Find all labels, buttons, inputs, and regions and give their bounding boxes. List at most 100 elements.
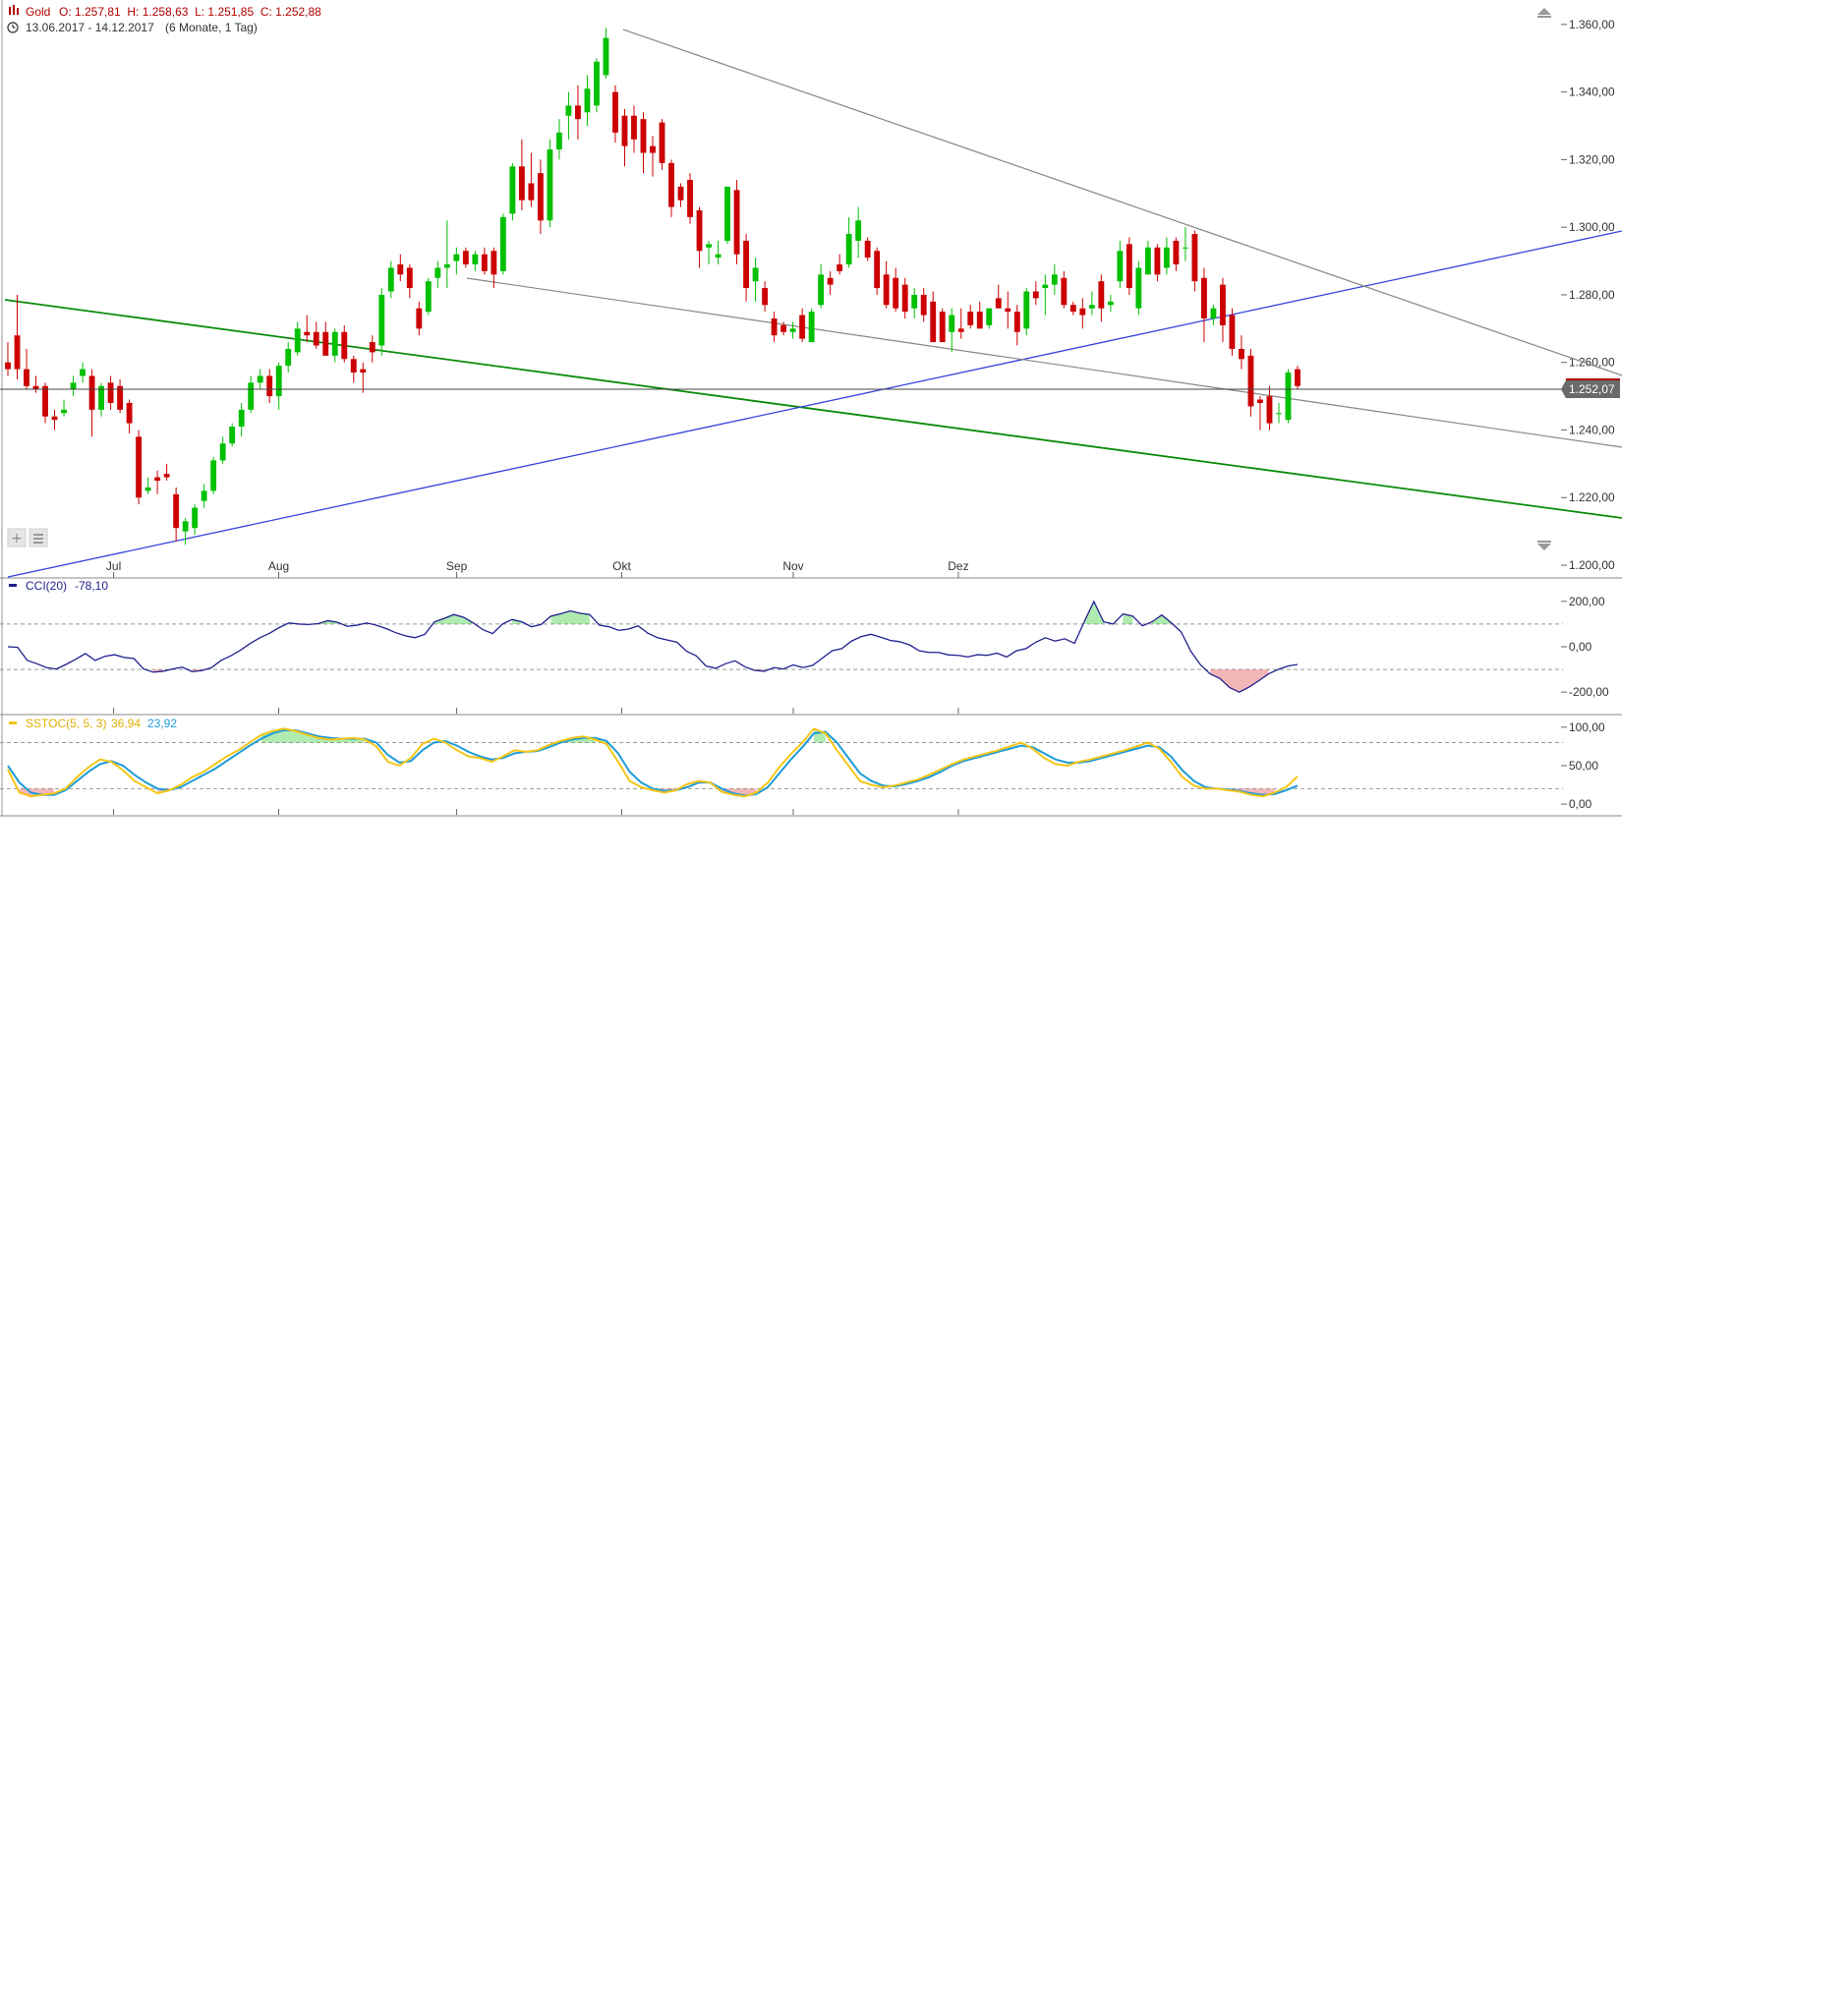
plus-icon: + (11, 531, 23, 546)
candle (126, 399, 133, 433)
candle (238, 402, 245, 437)
candle (1210, 305, 1217, 325)
price-y-axis: 1.200,00 1.220,00 1.240,00 1.260,00 1.280,00… (1569, 18, 1615, 572)
candle (1191, 230, 1198, 292)
candle (154, 470, 161, 494)
sstoc-k-line (7, 727, 1299, 798)
candles (5, 28, 1300, 546)
candle (1154, 244, 1161, 282)
candle (481, 247, 488, 275)
candle (136, 430, 143, 505)
candle (696, 206, 703, 268)
candle (780, 321, 787, 336)
candle (275, 362, 282, 410)
candle (1239, 335, 1244, 370)
candle (874, 247, 881, 295)
candle (995, 284, 1002, 309)
candle (901, 277, 908, 319)
candle (864, 237, 871, 261)
candle (612, 85, 618, 144)
scroll-down-icon[interactable] (1537, 544, 1551, 550)
candle (173, 487, 180, 542)
chart-header: Gold O: 1.257,81 H: 1.258,63 L: 1.251,85… (7, 5, 321, 34)
candle (640, 112, 647, 174)
candle (827, 270, 834, 295)
candle (967, 305, 974, 329)
scroll-up-bar (1537, 16, 1551, 18)
sstoc-k-value: 36,94 (111, 717, 141, 730)
candle (1182, 227, 1188, 261)
candle (331, 328, 338, 363)
candle (893, 267, 899, 313)
candle (1276, 402, 1282, 424)
candle (387, 260, 394, 299)
candle (706, 240, 712, 264)
candle (603, 28, 609, 79)
candle (1061, 270, 1068, 309)
date-range: 13.06.2017 - 14.12.2017 (26, 21, 154, 34)
candle (762, 281, 769, 313)
candle (61, 399, 67, 417)
candle (51, 409, 58, 431)
candle (98, 382, 104, 417)
candle (201, 484, 207, 508)
candle (1285, 369, 1292, 424)
candle (855, 206, 862, 259)
zoom-in-button[interactable]: + (7, 528, 27, 547)
candle (1023, 288, 1030, 336)
cci-label: CCI(20) (26, 579, 67, 593)
candle (144, 477, 151, 494)
candle (1069, 301, 1076, 316)
candle (1201, 267, 1207, 343)
candle (350, 355, 357, 383)
candle (397, 254, 404, 282)
cci-tick-label: 0,00 (1569, 640, 1592, 654)
zoom-menu-button[interactable] (29, 528, 48, 547)
candle (462, 247, 469, 268)
scroll-down-bar (1537, 541, 1551, 543)
candle (416, 301, 423, 336)
ohlc-values: O: 1.257,81 H: 1.258,63 L: 1.251,85 C: 1… (59, 5, 321, 19)
candle (528, 152, 535, 207)
candle (341, 324, 348, 363)
candle (360, 362, 367, 393)
month-tick-label: Nov (782, 559, 803, 573)
candle (210, 456, 217, 494)
candle (565, 91, 572, 140)
trendline-gray-lower (466, 277, 1623, 448)
clock-icon (7, 22, 19, 33)
month-tick-label: Sep (446, 559, 468, 573)
candle (575, 85, 581, 140)
candle (986, 308, 993, 329)
instrument-name: Gold (26, 5, 50, 19)
cci-oversold-area (1210, 669, 1269, 693)
scroll-up-icon[interactable] (1537, 8, 1551, 15)
candle (556, 119, 562, 160)
candle (313, 321, 319, 349)
candle (631, 105, 637, 153)
trendline-gray-upper (622, 29, 1623, 376)
candle (1005, 291, 1011, 329)
candle (266, 369, 273, 403)
candle (650, 136, 656, 177)
sstoc-d-line (7, 728, 1299, 797)
candle (192, 504, 199, 536)
candle (1051, 263, 1058, 295)
month-tick-label: Okt (612, 559, 631, 573)
candle (837, 254, 843, 275)
candle (369, 335, 375, 363)
candle (845, 216, 852, 268)
candle (499, 213, 506, 275)
sstoc-tick-label: 100,00 (1569, 720, 1605, 734)
price-tick-label: 1.320,00 (1569, 152, 1615, 166)
candle (1266, 385, 1273, 431)
candle (14, 294, 21, 379)
candle (257, 369, 263, 390)
candle (911, 288, 918, 319)
candle (88, 369, 95, 437)
candle (1117, 240, 1124, 289)
candle (1032, 281, 1039, 306)
candle (1144, 240, 1151, 275)
candle (724, 186, 730, 245)
candle (621, 108, 628, 167)
